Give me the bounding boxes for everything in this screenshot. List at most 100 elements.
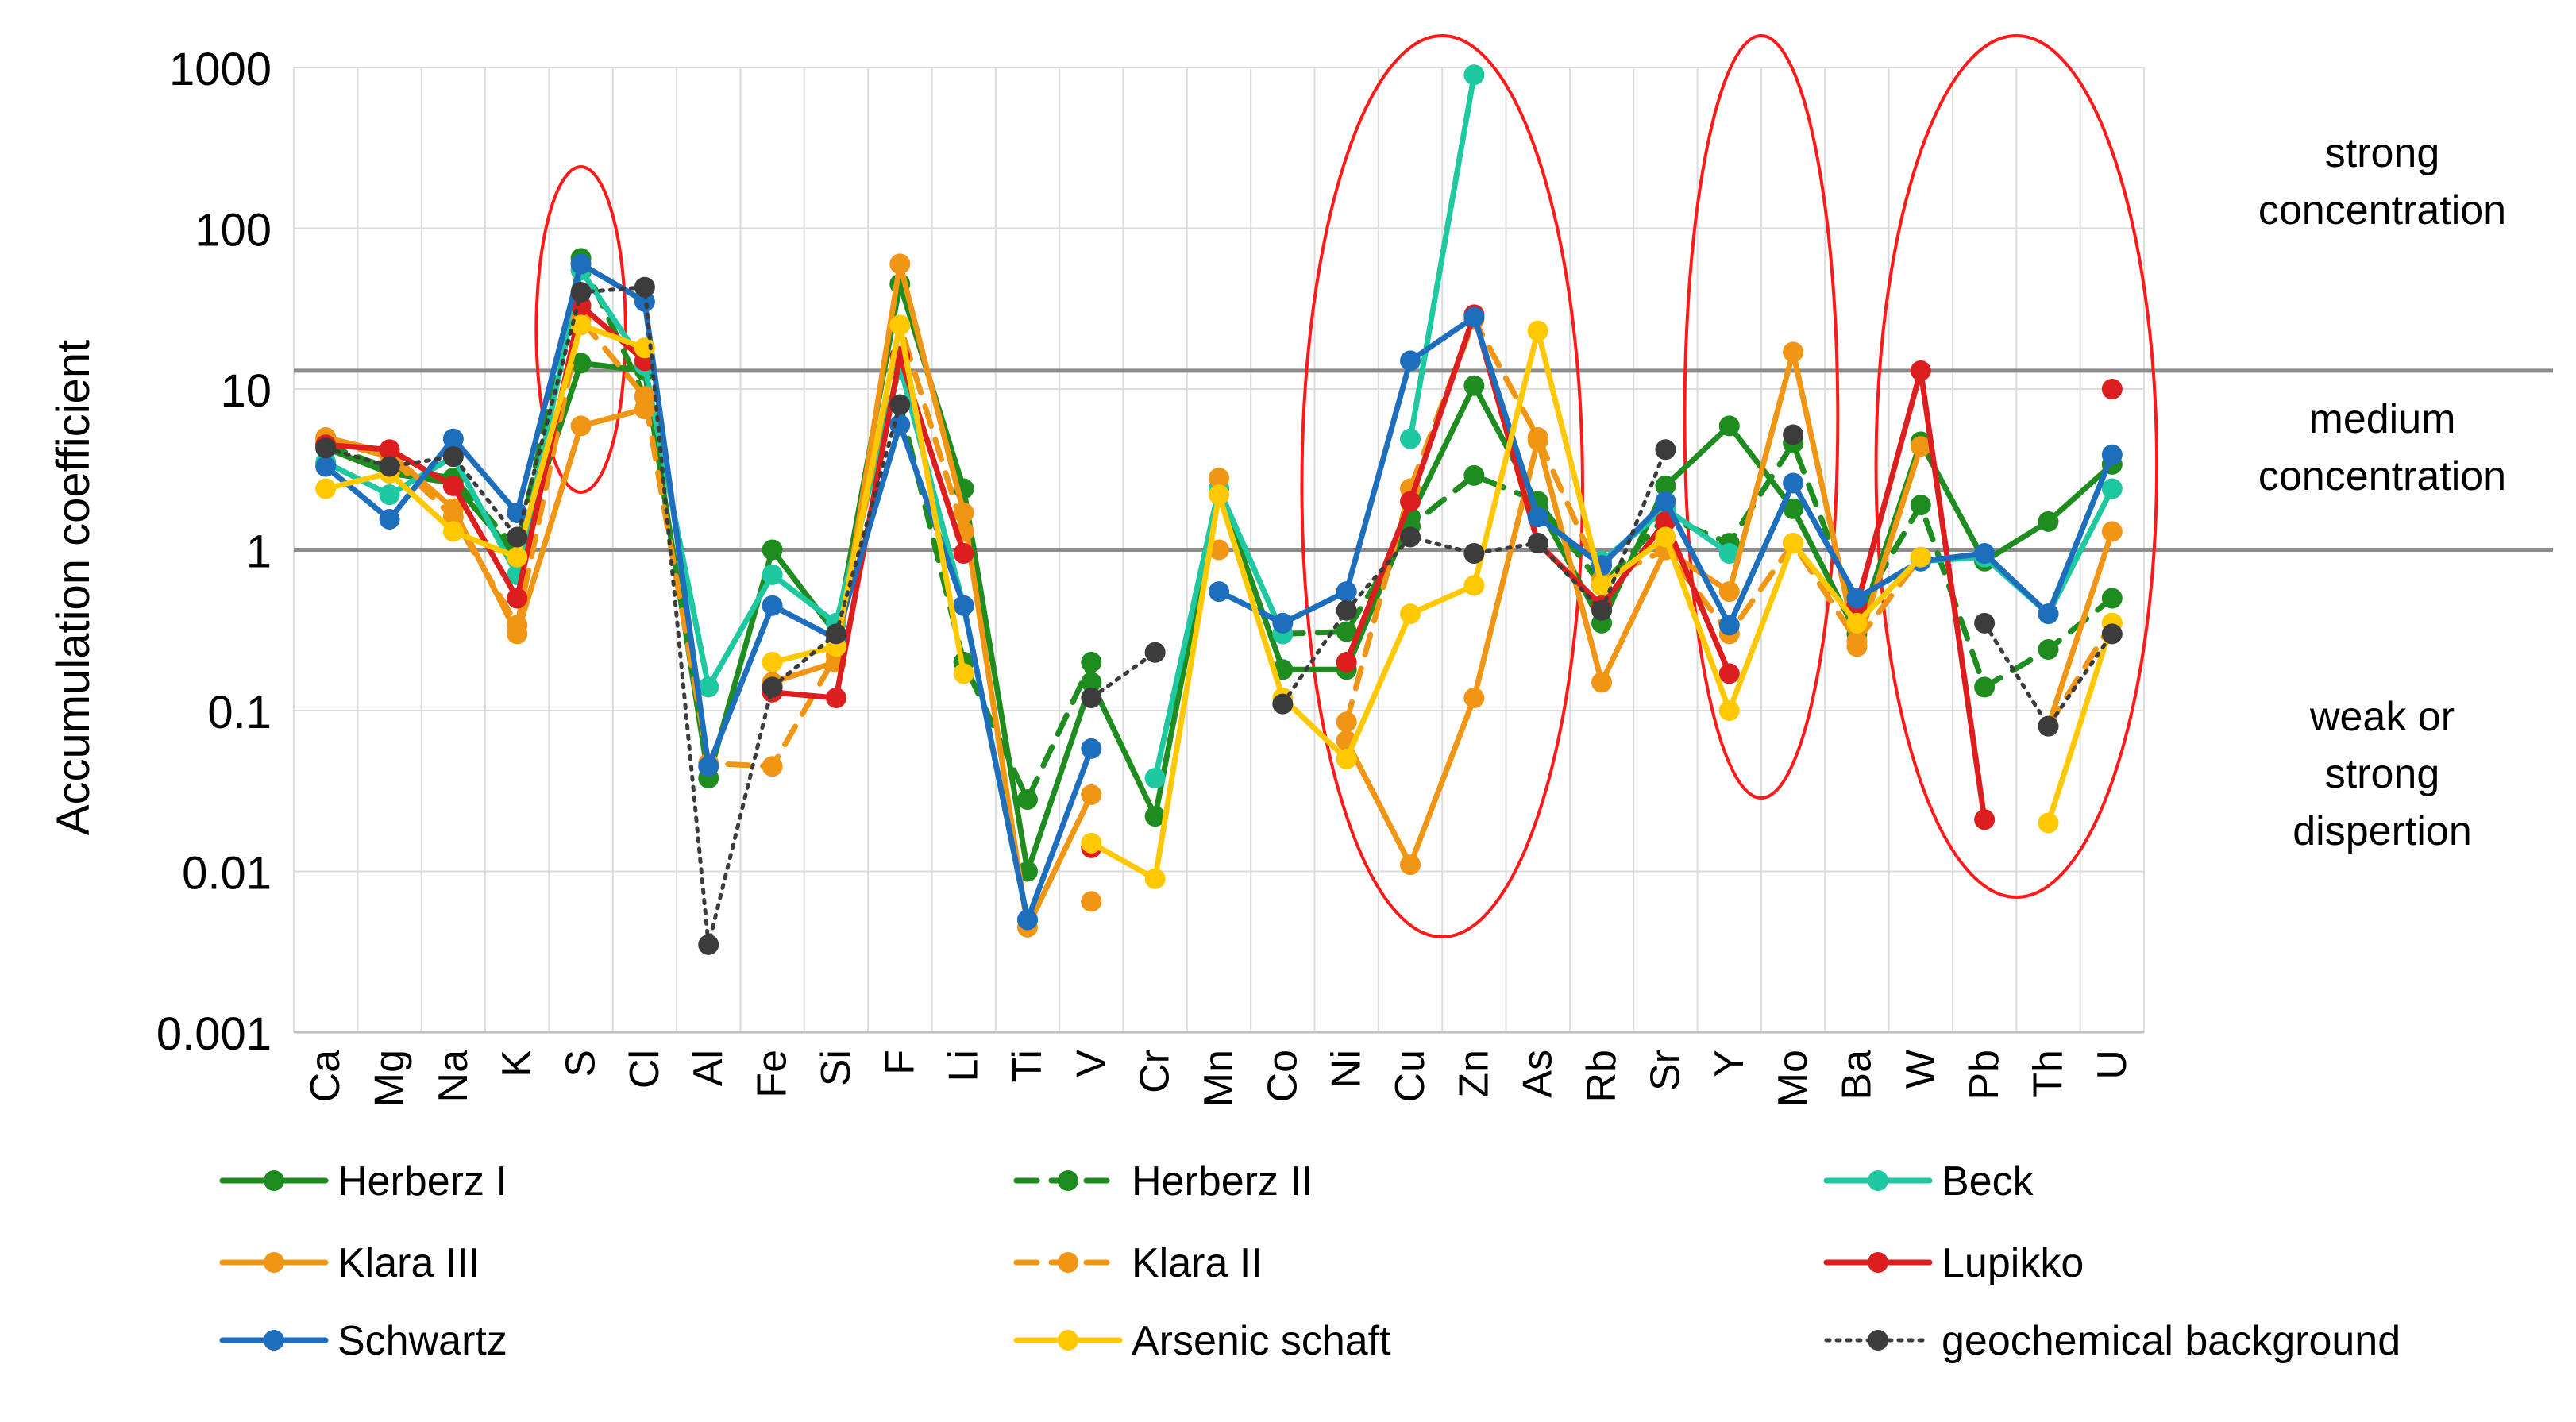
highlight-ellipse: [1874, 34, 2159, 899]
data-point: [1209, 539, 1229, 561]
legend-item: Klara III: [219, 1240, 480, 1286]
data-point: [1910, 360, 1931, 381]
legend-swatch-marker: [1868, 1252, 1888, 1273]
y-axis-label: Accumulation coefficient: [48, 340, 99, 835]
data-point: [315, 478, 337, 499]
series-line: [322, 322, 648, 561]
data-point: [1016, 788, 1038, 810]
data-point: [1400, 526, 1421, 548]
data-point: [442, 521, 464, 542]
x-tick-label: Ni: [1324, 1050, 1370, 1089]
data-point: [1400, 854, 1421, 876]
data-point: [1209, 484, 1229, 506]
x-tick-label: K: [494, 1050, 540, 1077]
data-point: [762, 756, 783, 777]
data-point: [953, 543, 974, 565]
series-line: [323, 285, 902, 947]
x-tick-label: F: [877, 1050, 923, 1075]
data-point: [1463, 375, 1485, 396]
highlight-ellipse: [1683, 34, 1840, 800]
data-point: [1463, 543, 1485, 565]
data-point: [442, 446, 464, 468]
series-line: [897, 402, 1094, 803]
data-point: [2101, 379, 2123, 399]
data-point: [2038, 511, 2059, 532]
data-point: [2038, 603, 2059, 625]
legend-label: Klara III: [337, 1240, 480, 1286]
data-point: [1336, 581, 1357, 603]
data-point: [442, 475, 464, 496]
legend-item: Schwartz: [219, 1318, 507, 1364]
legend-swatch-marker: [264, 1170, 284, 1191]
data-point: [1144, 642, 1166, 663]
legend-label: Schwartz: [337, 1318, 507, 1364]
zone-labels: strong concentration medium concentration we…: [2258, 130, 2506, 854]
legend-label: Lupikko: [1942, 1240, 2084, 1286]
data-point: [1336, 599, 1357, 621]
data-point: [889, 253, 911, 275]
data-point: [1783, 472, 1804, 494]
zone-label: concentration: [2258, 453, 2506, 499]
x-tick-label: Li: [941, 1050, 987, 1081]
data-point: [1463, 687, 1485, 708]
data-point: [379, 484, 400, 506]
x-tick-label: V: [1068, 1050, 1114, 1077]
legend-swatch-marker: [264, 1330, 284, 1351]
legend-swatch-marker: [1058, 1252, 1078, 1273]
data-point: [1336, 711, 1357, 733]
series-line: [1982, 621, 2115, 729]
zone-label: weak or: [2309, 694, 2455, 740]
legend-item: Lupikko: [1823, 1240, 2084, 1286]
legend-label: Arsenic schaft: [1132, 1318, 1391, 1364]
series-line: [769, 260, 1094, 931]
data-point: [1336, 621, 1357, 642]
y-tick-label: 1000: [169, 44, 272, 95]
data-point: [1463, 306, 1485, 328]
legend-item: Herberz II: [1013, 1158, 1313, 1204]
axes: 0.001 0.01 0.1 1 10 100 1000 Ca Mg Na K S Cl Al Fe Si F L…: [156, 44, 2144, 1107]
legend-swatch-marker: [264, 1252, 284, 1273]
data-point: [1016, 909, 1038, 931]
x-tick-label: Cr: [1132, 1050, 1178, 1093]
data-point: [379, 508, 400, 530]
legend-swatch-marker: [1868, 1330, 1888, 1351]
series-line: [1088, 328, 1924, 882]
series-layer: [315, 64, 2123, 955]
x-tick-label: Rb: [1579, 1050, 1625, 1102]
legend-swatch-marker: [1058, 1330, 1078, 1351]
y-tick-label: 100: [195, 205, 272, 256]
data-point: [1272, 693, 1294, 715]
data-point: [2038, 812, 2059, 834]
data-point: [1783, 341, 1804, 363]
data-point: [570, 353, 592, 374]
data-point: [1336, 748, 1357, 769]
highlight-ellipse: [534, 165, 627, 494]
data-point: [442, 428, 464, 449]
data-point: [1081, 687, 1102, 708]
data-point: [1527, 426, 1548, 448]
legend-item: Beck: [1823, 1158, 2034, 1204]
legend-item: Klara II: [1013, 1240, 1263, 1286]
x-tick-label: Ca: [303, 1050, 349, 1103]
data-point: [1400, 428, 1421, 449]
legend-label: Klara II: [1132, 1240, 1263, 1286]
x-tick-label: S: [558, 1050, 604, 1077]
data-point: [762, 652, 783, 673]
data-point: [2038, 715, 2059, 737]
series-line: [1407, 71, 1477, 442]
data-point: [1718, 615, 1740, 636]
data-point: [1144, 768, 1166, 789]
x-tick-label: Cl: [622, 1050, 668, 1089]
data-point: [1718, 415, 1740, 437]
x-tick-label: Na: [430, 1050, 476, 1103]
data-point: [1272, 612, 1294, 634]
x-tick-label: Mg: [367, 1050, 413, 1107]
x-tick-label: Zn: [1451, 1050, 1497, 1098]
data-point: [889, 394, 911, 415]
x-tick-label: Mn: [1196, 1050, 1242, 1107]
data-point: [1974, 612, 1996, 634]
data-point: [762, 595, 783, 616]
y-tick-label: 0.1: [207, 687, 272, 738]
x-tick-label: As: [1515, 1050, 1561, 1098]
